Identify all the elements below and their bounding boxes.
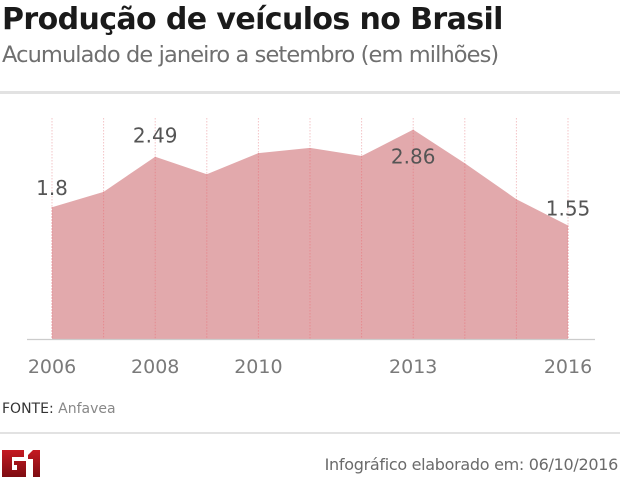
x-tick-label: 2016 (544, 356, 592, 378)
g1-logo (2, 450, 40, 477)
x-tick-label: 2013 (389, 356, 437, 378)
source-label: FONTE: (2, 401, 54, 417)
data-label-2013: 2.86 (391, 145, 436, 169)
area-chart: 2006 2008 2010 2013 2016 1.8 2.49 2.86 1.55 (27, 118, 595, 378)
source-note: FONTE: Anfavea (2, 401, 116, 417)
chart-title: Produção de veículos no Brasil (2, 2, 503, 37)
x-tick-label: 2006 (28, 356, 76, 378)
gridlines-front (51, 129, 569, 339)
bottom-divider (0, 432, 620, 434)
x-axis-ticks: 2006 2008 2010 2013 2016 (28, 356, 592, 378)
data-label-2008: 2.49 (133, 124, 178, 148)
data-label-2016: 1.55 (546, 197, 591, 221)
area-series (52, 129, 568, 339)
credit-line: Infográfico elaborado em: 06/10/2016 (324, 455, 619, 474)
gridlines (51, 118, 569, 226)
x-tick-label: 2008 (131, 356, 179, 378)
top-divider (0, 91, 620, 94)
data-labels: 1.8 2.49 2.86 1.55 (36, 124, 590, 221)
data-label-2006: 1.8 (36, 176, 68, 200)
x-tick-label: 2010 (234, 356, 282, 378)
chart-subtitle: Acumulado de janeiro a setembro (em milh… (2, 42, 499, 68)
source-value: Anfavea (58, 401, 116, 417)
